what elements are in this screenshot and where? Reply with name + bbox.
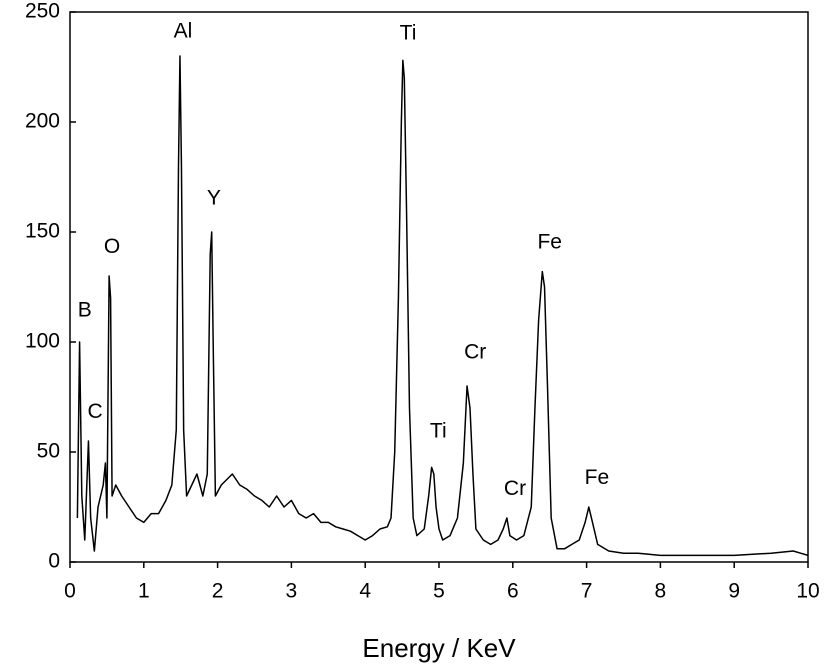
y-tick-label: 250 xyxy=(25,0,60,23)
y-tick-label: 100 xyxy=(25,330,60,353)
x-tick-label: 10 xyxy=(796,580,819,603)
x-tick-label: 2 xyxy=(212,580,224,603)
peak-label: Al xyxy=(174,19,193,42)
peak-label: O xyxy=(104,235,120,258)
y-tick-label: 0 xyxy=(48,550,60,573)
x-axis-title: Energy / KeV xyxy=(362,633,516,663)
peak-label: Fe xyxy=(537,231,562,254)
x-tick-label: 9 xyxy=(728,580,740,603)
x-tick-label: 4 xyxy=(359,580,371,603)
x-tick-label: 3 xyxy=(286,580,298,603)
peak-label: Ti xyxy=(430,420,447,443)
peak-label: C xyxy=(88,400,103,423)
spectrum-line xyxy=(76,55,809,557)
x-tick-label: 8 xyxy=(655,580,667,603)
peak-label: Cr xyxy=(464,341,486,364)
x-tick-label: 7 xyxy=(581,580,593,603)
peak-label: Fe xyxy=(585,466,610,489)
x-tick-label: 6 xyxy=(507,580,519,603)
x-tick-label: 1 xyxy=(138,580,150,603)
y-tick-label: 50 xyxy=(37,440,60,463)
peak-label: Y xyxy=(207,187,221,210)
x-tick-label: 5 xyxy=(433,580,445,603)
peak-label: Cr xyxy=(504,477,526,500)
y-tick-label: 150 xyxy=(25,220,60,243)
peak-label: B xyxy=(78,299,92,322)
y-tick-label: 200 xyxy=(25,110,60,133)
peak-label: Ti xyxy=(400,22,417,45)
x-tick-label: 0 xyxy=(64,580,76,603)
